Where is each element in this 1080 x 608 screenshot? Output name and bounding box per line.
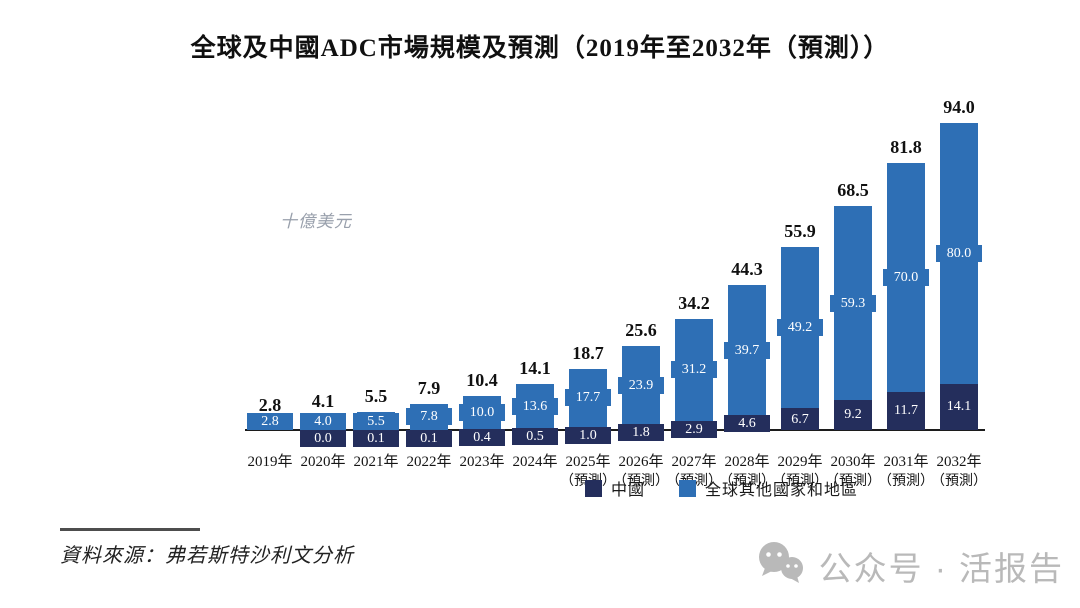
china-value-label: 0.4	[459, 428, 505, 446]
global-color-swatch	[679, 479, 697, 497]
bar-column: 59.3 9.2 68.5 2030年 （預測）	[825, 90, 881, 489]
watermark: 公众号 · 活报告	[755, 540, 1064, 591]
total-value-label: 18.7	[572, 342, 604, 363]
x-axis-label: 2022年	[406, 454, 452, 470]
bar-column: 5.5 0.1 5.5 2021年	[350, 90, 403, 470]
total-value-label: 25.6	[625, 320, 657, 341]
legend-label-global: 全球其他國家和地區	[705, 482, 859, 499]
wechat-icon	[755, 540, 807, 591]
bar-segment-china	[887, 391, 925, 430]
china-value-label: 0.5	[512, 428, 558, 446]
bar-column: 23.9 1.8 25.6 2026年 （預測）	[613, 90, 669, 489]
x-axis-label: 2020年	[300, 454, 346, 470]
bar-column: 80.0 14.1 94.0 2032年 （預測）	[931, 90, 987, 489]
global-value-label: 31.2	[671, 361, 717, 379]
total-value-label: 2.8	[258, 394, 282, 415]
total-value-label: 34.2	[678, 292, 710, 313]
global-value-label: 4.0	[300, 413, 346, 430]
total-value-label: 4.1	[311, 390, 335, 411]
bar-column: 17.7 1.0 18.7 2025年（預測）	[560, 90, 616, 489]
bar-segment-china	[781, 408, 819, 430]
total-value-label: 44.3	[731, 259, 763, 280]
global-value-label: 70.0	[883, 268, 929, 286]
total-value-label: 94.0	[943, 96, 975, 117]
bar-column: 4.0 0.0 4.1 2020年	[297, 90, 350, 470]
x-axis-label: 2026年 （預測）	[613, 454, 669, 489]
global-value-label: 59.3	[830, 294, 876, 312]
china-value-label: 0.1	[406, 429, 452, 447]
bar-column: 7.8 0.1 7.9 2022年	[403, 90, 456, 470]
chart-title: 全球及中國ADC市場規模及預測（2019年至2032年（預測））	[190, 35, 890, 62]
x-axis-label: 2028年 （預測）	[719, 454, 775, 489]
bar-segment-china	[940, 383, 978, 430]
bar-column: 10.0 0.4 10.4 2023年	[456, 90, 509, 470]
china-value-label: 6.7	[791, 411, 809, 427]
china-value-label: 14.1	[946, 399, 972, 415]
global-value-label: 17.7	[565, 389, 611, 407]
x-axis-line	[245, 429, 985, 431]
total-value-label: 81.8	[890, 137, 922, 158]
china-value-label: 1.0	[565, 426, 611, 444]
global-value-label: 49.2	[777, 319, 823, 337]
x-axis-label: 2024年	[512, 454, 558, 470]
source-text: 資料來源：弗若斯特沙利文分析	[60, 545, 354, 567]
china-value-label: 0.0	[300, 430, 346, 447]
bar-column: 39.7 4.6 44.3 2028年 （預測）	[719, 90, 775, 489]
total-value-label: 68.5	[837, 180, 869, 201]
china-value-label: 0.1	[353, 429, 399, 447]
source-note: 資料來源：弗若斯特沙利文分析	[60, 528, 354, 568]
global-value-label: 13.6	[512, 397, 558, 415]
legend-item-china: 中國	[585, 476, 645, 500]
x-axis-label: 2030年 （預測）	[825, 454, 881, 489]
y-axis-unit-label: 十億美元	[280, 212, 352, 231]
global-value-label: 39.7	[724, 341, 770, 359]
legend-item-global: 全球其他國家和地區	[679, 476, 858, 500]
china-value-label: 11.7	[894, 403, 918, 419]
total-value-label: 5.5	[364, 385, 388, 406]
x-axis-label: 2023年	[459, 454, 505, 470]
china-color-swatch	[585, 479, 602, 497]
china-value-label: 1.8	[618, 424, 664, 442]
china-value-label: 2.9	[671, 420, 717, 438]
stacked-bar-chart: 2.8 2.8 2019年 4.0 0.0 4.1 2020年 5.5 0.1 5.5 2021年 7…	[244, 90, 987, 489]
global-value-label: 23.9	[618, 376, 664, 394]
bar-column: 13.6 0.5 14.1 2024年	[509, 90, 562, 470]
bar-column: 49.2 6.7 55.9 2029年 （預測）	[772, 90, 828, 489]
chart-legend: 中國 全球其他國家和地區	[585, 476, 858, 500]
total-value-label: 55.9	[784, 221, 816, 242]
global-value-label: 5.5	[353, 412, 399, 430]
total-value-label: 10.4	[466, 370, 498, 391]
global-value-label: 2.8	[247, 413, 293, 430]
china-value-label: 4.6	[724, 414, 770, 432]
global-value-label: 80.0	[936, 244, 982, 262]
bar-column: 70.0 11.7 81.8 2031年 （預測）	[878, 90, 934, 489]
global-value-label: 10.0	[459, 403, 505, 421]
total-value-label: 7.9	[417, 378, 441, 399]
bar-column: 2.8 2.8 2019年	[244, 90, 297, 470]
x-axis-label: 2029年 （預測）	[772, 454, 828, 489]
legend-label-china: 中國	[611, 482, 646, 499]
x-axis-label: 2032年 （預測）	[931, 454, 987, 489]
x-axis-label: 2025年（預測）	[560, 454, 616, 489]
watermark-text: 公众号 · 活报告	[818, 549, 1064, 587]
source-divider	[60, 528, 200, 531]
x-axis-label: 2021年	[353, 454, 399, 470]
total-value-label: 14.1	[519, 357, 551, 378]
china-value-label: 9.2	[844, 407, 862, 423]
x-axis-label: 2031年 （預測）	[878, 454, 934, 489]
bar-segment-china	[834, 399, 872, 430]
global-value-label: 7.8	[406, 408, 452, 426]
x-axis-label: 2019年	[247, 454, 293, 470]
